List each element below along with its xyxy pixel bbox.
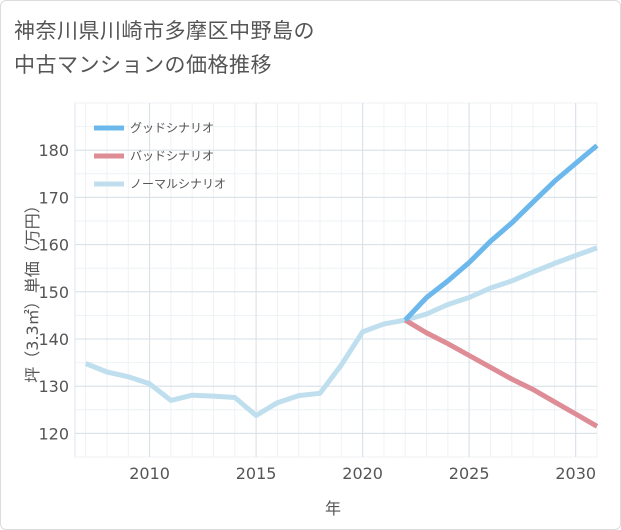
x-tick-label: 2025 (449, 464, 490, 483)
legend-label: グッドシナリオ (130, 121, 214, 135)
chart-title-line-1: 神奈川県川崎市多摩区中野島の (14, 19, 315, 43)
chart-title-line-2: 中古マンションの価格推移 (14, 53, 272, 77)
grid (74, 102, 598, 458)
legend-label: バッドシナリオ (130, 149, 214, 163)
y-axis-title: 坪（3.3㎡）単価（万円） (23, 197, 42, 382)
y-tick-label: 160 (38, 236, 69, 255)
x-axis-title: 年 (325, 499, 341, 518)
legend-label: ノーマルシナリオ (130, 177, 226, 191)
y-tick-label: 120 (38, 424, 69, 443)
series-lines (84, 143, 599, 429)
axis-ticks: 2010 2015 2020 2025 2030 120 130 140 150 160 170 18… (38, 141, 596, 483)
x-tick-label: 2010 (129, 464, 170, 483)
series-line-0 (403, 143, 599, 322)
y-tick-label: 130 (38, 377, 69, 396)
x-tick-label: 2030 (555, 464, 596, 483)
x-tick-label: 2015 (236, 464, 277, 483)
series-line-1 (403, 317, 599, 429)
y-tick-label: 180 (38, 141, 69, 160)
y-tick-label: 170 (38, 188, 69, 207)
chart-title: 神奈川県川崎市多摩区中野島の 中古マンションの価格推移 (14, 14, 315, 82)
y-tick-label: 150 (38, 283, 69, 302)
x-tick-label: 2020 (342, 464, 383, 483)
y-tick-label: 140 (38, 330, 69, 349)
